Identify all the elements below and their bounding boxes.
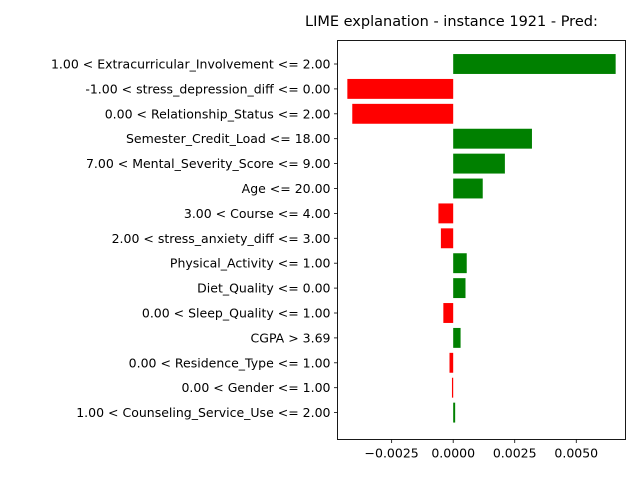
bar-14 xyxy=(453,402,456,423)
category-label-9: Diet_Quality <= 0.00 xyxy=(197,281,330,296)
category-label-4: 7.00 < Mental_Severity_Score <= 9.00 xyxy=(86,156,331,171)
bar-9 xyxy=(453,278,466,299)
category-label-0: 1.00 < Extracurricular_Involvement <= 2.… xyxy=(51,57,331,72)
x-tick-label-2: 0.0025 xyxy=(493,446,537,461)
category-label-5: Age <= 20.00 xyxy=(242,181,331,196)
bar-7 xyxy=(440,228,454,249)
bar-group xyxy=(347,54,616,423)
bar-8 xyxy=(453,253,467,274)
axes-frame xyxy=(337,40,626,440)
category-label-2: 0.00 < Relationship_Status <= 2.00 xyxy=(105,106,331,121)
bar-5 xyxy=(453,178,483,199)
chart-title: LIME explanation - instance 1921 - Pred: xyxy=(305,14,598,30)
category-label-6: 3.00 < Course <= 4.00 xyxy=(184,206,331,221)
category-label-11: CGPA > 3.69 xyxy=(251,330,331,345)
category-label-7: 2.00 < stress_anxiety_diff <= 3.00 xyxy=(112,231,331,246)
category-label-14: 1.00 < Counseling_Service_Use <= 2.00 xyxy=(76,405,330,420)
bar-1 xyxy=(347,78,454,99)
x-axis-ticks: −0.0025 0.0000 0.0025 0.0050 xyxy=(365,439,598,461)
category-labels: 1.00 < Extracurricular_Involvement <= 2.… xyxy=(51,57,338,420)
x-tick-label-1: 0.0000 xyxy=(431,446,475,461)
bar-3 xyxy=(453,128,532,149)
category-label-8: Physical_Activity <= 1.00 xyxy=(170,256,331,271)
category-label-13: 0.00 < Gender <= 1.00 xyxy=(181,380,330,395)
bar-4 xyxy=(453,153,505,174)
bar-13 xyxy=(451,377,454,398)
category-label-3: Semester_Credit_Load <= 18.00 xyxy=(126,131,331,146)
x-tick-label-3: 0.0050 xyxy=(554,446,598,461)
bar-6 xyxy=(438,203,454,224)
bar-0 xyxy=(453,54,616,74)
bar-2 xyxy=(352,103,454,124)
bar-11 xyxy=(453,327,461,348)
x-tick-label-0: −0.0025 xyxy=(365,446,419,461)
bar-12 xyxy=(449,352,454,373)
category-label-12: 0.00 < Residence_Type <= 1.00 xyxy=(129,355,331,370)
category-label-1: -1.00 < stress_depression_diff <= 0.00 xyxy=(85,81,330,96)
category-label-10: 0.00 < Sleep_Quality <= 1.00 xyxy=(142,306,331,321)
bar-10 xyxy=(443,303,454,323)
